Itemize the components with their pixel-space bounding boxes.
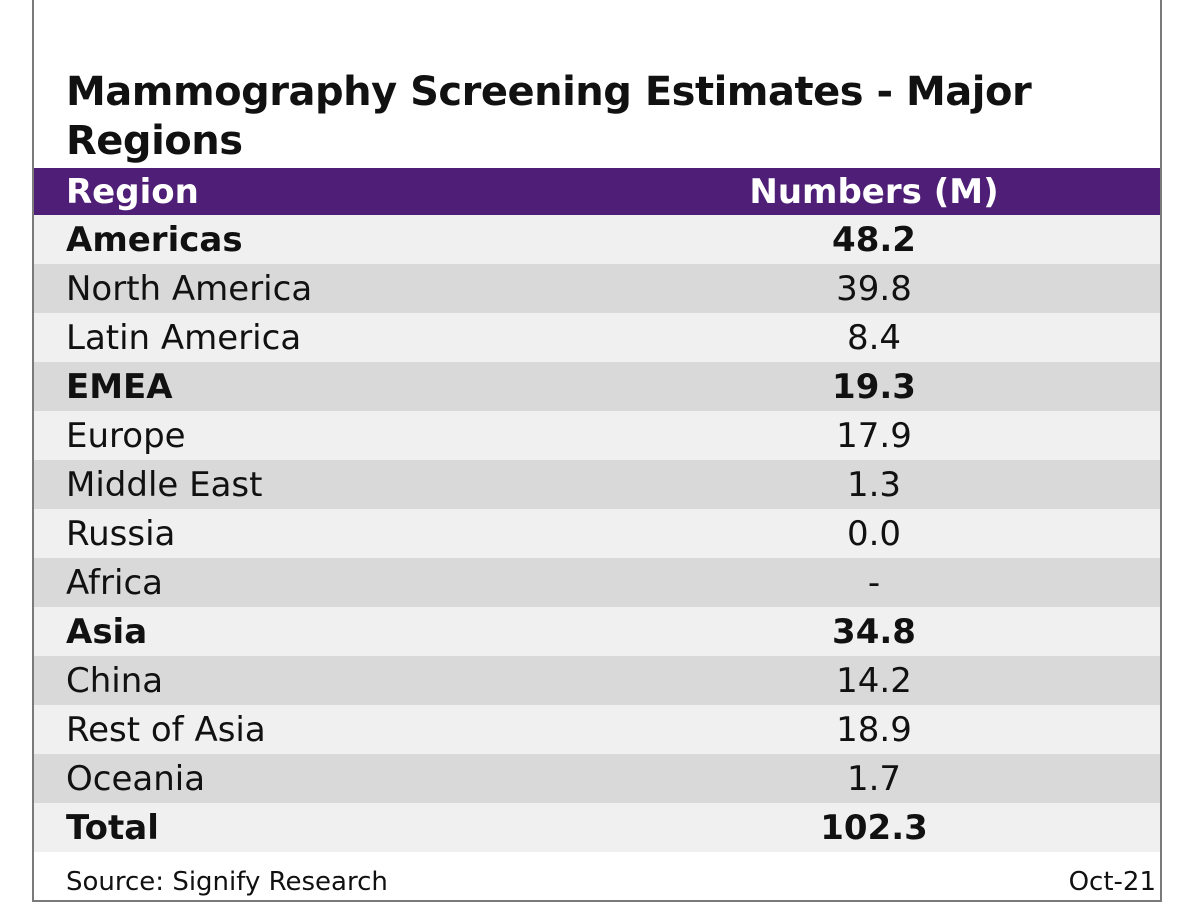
table-title: Mammography Screening Estimates - Major … bbox=[66, 69, 1032, 164]
table-row: Americas 48.2 bbox=[34, 215, 1160, 264]
value-cell: 19.3 bbox=[832, 366, 916, 407]
table-row: Africa - bbox=[34, 558, 1160, 607]
date-note: Oct-21 bbox=[1068, 867, 1156, 897]
region-cell: Africa bbox=[66, 562, 163, 603]
value-cell: 34.8 bbox=[832, 611, 916, 652]
value-cell: 0.0 bbox=[846, 513, 902, 554]
value-cell: 18.9 bbox=[836, 709, 912, 750]
region-cell: Middle East bbox=[66, 464, 263, 505]
table-row: Total 102.3 bbox=[34, 803, 1160, 852]
value-cell: 14.2 bbox=[836, 660, 912, 701]
region-cell: China bbox=[66, 660, 164, 701]
value-cell: 1.3 bbox=[846, 464, 902, 505]
value-cell: 102.3 bbox=[820, 807, 928, 848]
table-row: Asia 34.8 bbox=[34, 607, 1160, 656]
table-row: Rest of Asia 18.9 bbox=[34, 705, 1160, 754]
table-row: North America 39.8 bbox=[34, 264, 1160, 313]
value-cell: 17.9 bbox=[836, 415, 912, 456]
table-header-row: Region Numbers (M) bbox=[34, 168, 1160, 215]
value-cell: 1.7 bbox=[846, 758, 902, 799]
table-footer: Source: Signify Research Oct-21 bbox=[34, 864, 1160, 900]
region-cell: North America bbox=[66, 268, 313, 309]
source-note: Source: Signify Research bbox=[66, 867, 388, 897]
region-cell: Total bbox=[66, 807, 159, 848]
table-row: EMEA 19.3 bbox=[34, 362, 1160, 411]
value-cell: 39.8 bbox=[836, 268, 912, 309]
table-row: Latin America 8.4 bbox=[34, 313, 1160, 362]
value-cell: 48.2 bbox=[832, 219, 916, 260]
header-region: Region bbox=[66, 171, 199, 212]
region-cell: Asia bbox=[66, 611, 148, 652]
table-row: Middle East 1.3 bbox=[34, 460, 1160, 509]
value-cell: - bbox=[867, 562, 881, 603]
region-cell: Americas bbox=[66, 219, 243, 260]
table-row: Russia 0.0 bbox=[34, 509, 1160, 558]
region-cell: EMEA bbox=[66, 366, 173, 407]
header-numbers: Numbers (M) bbox=[749, 171, 999, 212]
data-table: Region Numbers (M) Americas 48.2 North Ame… bbox=[34, 168, 1160, 852]
region-cell: Europe bbox=[66, 415, 186, 456]
table-row: China 14.2 bbox=[34, 656, 1160, 705]
table-row: Oceania 1.7 bbox=[34, 754, 1160, 803]
table-body: Americas 48.2 North America 39.8 Latin Ameri… bbox=[34, 215, 1160, 852]
region-cell: Latin America bbox=[66, 317, 302, 358]
value-cell: 8.4 bbox=[846, 317, 902, 358]
table-row: Europe 17.9 bbox=[34, 411, 1160, 460]
region-cell: Russia bbox=[66, 513, 176, 554]
table-frame: Mammography Screening Estimates - Major … bbox=[32, 0, 1162, 902]
region-cell: Rest of Asia bbox=[66, 709, 266, 750]
region-cell: Oceania bbox=[66, 758, 206, 799]
